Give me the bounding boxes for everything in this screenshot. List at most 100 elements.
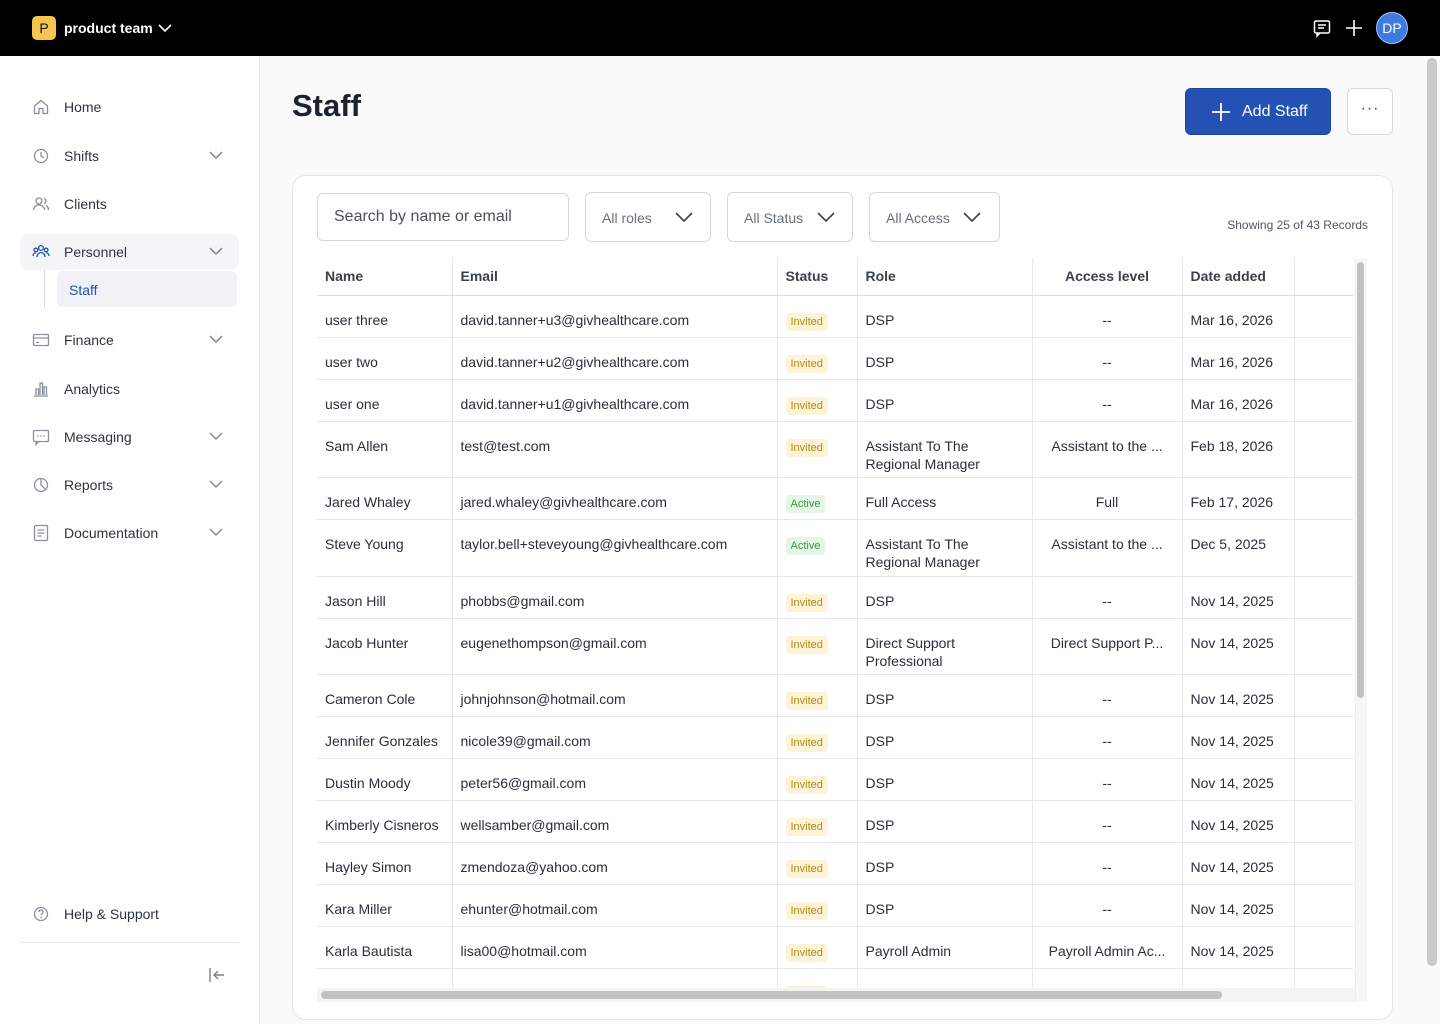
- chevron-down-icon[interactable]: [209, 432, 223, 441]
- chevron-down-icon[interactable]: [209, 528, 223, 537]
- table-row[interactable]: user three david.tanner+u3@givhealthcare.…: [317, 295, 1353, 338]
- table-row[interactable]: Jennifer Gonzales nicole39@gmail.com Invit…: [317, 716, 1353, 759]
- org-logo[interactable]: P: [32, 16, 56, 40]
- avatar[interactable]: DP: [1376, 12, 1408, 44]
- sidebar-item-finance[interactable]: Finance: [20, 322, 239, 358]
- chevron-down-icon[interactable]: [209, 151, 223, 160]
- table-row[interactable]: Kara Miller ehunter@hotmail.com Invited DSP…: [317, 884, 1353, 927]
- sidebar-item-reports[interactable]: Reports: [20, 467, 239, 503]
- sidebar-item-shifts[interactable]: Shifts: [20, 138, 239, 174]
- roles-dropdown[interactable]: All roles: [585, 192, 711, 242]
- cell-date-added: Dec 5, 2025: [1182, 519, 1295, 577]
- sidebar-item-messaging[interactable]: Messaging: [20, 419, 239, 455]
- cell-role: DSP: [857, 842, 1033, 885]
- sidebar-item-home[interactable]: Home: [20, 89, 239, 125]
- sidebar-item-label: Help & Support: [64, 906, 159, 922]
- cell-email: david.tanner+u3@givhealthcare.com: [452, 295, 778, 338]
- cell-actions[interactable]: [1294, 842, 1353, 885]
- cell-date-added: Nov 14, 2025: [1182, 576, 1295, 619]
- table-row[interactable]: Cameron Cole johnjohnson@hotmail.com Invit…: [317, 674, 1353, 717]
- header-status[interactable]: Status: [777, 258, 858, 296]
- sidebar-item-clients[interactable]: Clients: [20, 186, 239, 222]
- cell-access-level: Assistant to the ...: [1032, 519, 1183, 577]
- submenu-line: [44, 270, 45, 308]
- cell-actions[interactable]: [1294, 519, 1353, 577]
- plus-icon: [1212, 103, 1230, 121]
- chevron-down-icon[interactable]: [209, 480, 223, 489]
- table-row[interactable]: Kimberly Cisneros wellsamber@gmail.com Inv…: [317, 800, 1353, 843]
- table-row[interactable]: Dustin Moody peter56@gmail.com Invited DSP -…: [317, 758, 1353, 801]
- plus-icon[interactable]: [1344, 18, 1364, 38]
- header-access-level[interactable]: Access level: [1032, 258, 1183, 296]
- table-row[interactable]: Sam Allen test@test.com Invited Assistant T…: [317, 421, 1353, 478]
- sidebar-item-personnel[interactable]: Personnel: [20, 234, 239, 270]
- cell-role: Payroll Admin: [857, 926, 1033, 969]
- chevron-down-icon[interactable]: [158, 24, 172, 33]
- table-row[interactable]: user one david.tanner+u1@givhealthcare.co…: [317, 379, 1353, 422]
- cell-email: michael69@hotmail.com: [452, 968, 778, 988]
- status-dropdown[interactable]: All Status: [727, 192, 853, 242]
- table-row[interactable]: user two david.tanner+u2@givhealthcare.co…: [317, 337, 1353, 380]
- table-horizontal-scroll-thumb[interactable]: [321, 991, 1222, 999]
- org-name[interactable]: product team: [64, 20, 153, 36]
- header-email[interactable]: Email: [452, 258, 778, 296]
- table-row[interactable]: Hayley Simon zmendoza@yahoo.com Invited DSP…: [317, 842, 1353, 885]
- cell-actions[interactable]: [1294, 477, 1353, 520]
- cell-actions[interactable]: [1294, 379, 1353, 422]
- cell-actions[interactable]: [1294, 716, 1353, 759]
- header-date-added[interactable]: Date added: [1182, 258, 1295, 296]
- cell-actions[interactable]: [1294, 618, 1353, 675]
- sidebar-item-analytics[interactable]: Analytics: [20, 371, 239, 407]
- cell-actions[interactable]: [1294, 337, 1353, 380]
- cell-date-added: Nov 14, 2025: [1182, 716, 1295, 759]
- cell-status: Invited: [777, 337, 858, 380]
- chevron-down-icon[interactable]: [209, 335, 223, 344]
- collapse-sidebar-icon[interactable]: [207, 965, 227, 985]
- page-scroll-thumb[interactable]: [1427, 58, 1437, 966]
- cell-actions[interactable]: [1294, 674, 1353, 717]
- cell-date-added: Nov 14, 2025: [1182, 800, 1295, 843]
- chevron-down-icon[interactable]: [209, 247, 223, 256]
- table-row[interactable]: Jason Hill phobbs@gmail.com Invited DSP -- No…: [317, 576, 1353, 619]
- table-row[interactable]: Jesse Murphymichael69@hotmail.com Invited…: [317, 968, 1353, 988]
- bar-chart-icon: [34, 382, 48, 397]
- table-row[interactable]: Jacob Hunter eugenethompson@gmail.com Invi…: [317, 618, 1353, 675]
- sidebar-subitem-staff[interactable]: Staff: [57, 271, 237, 307]
- cell-actions[interactable]: [1294, 968, 1353, 988]
- cell-actions[interactable]: [1294, 758, 1353, 801]
- status-badge: Invited: [785, 312, 828, 331]
- search-input[interactable]: [317, 193, 569, 241]
- chat-icon[interactable]: [1312, 18, 1332, 38]
- table-row[interactable]: Steve Young taylor.bell+steveyoung@givhea…: [317, 519, 1353, 577]
- cell-actions[interactable]: [1294, 576, 1353, 619]
- cell-name: Jacob Hunter: [317, 618, 453, 675]
- cell-email: peter56@gmail.com: [452, 758, 778, 801]
- header-name[interactable]: Name: [317, 258, 453, 296]
- cell-email: zmendoza@yahoo.com: [452, 842, 778, 885]
- cell-status: Invited: [777, 968, 858, 988]
- more-options-button[interactable]: ···: [1347, 88, 1393, 135]
- table-row[interactable]: Karla Bautista lisa00@hotmail.com Invited P…: [317, 926, 1353, 969]
- cell-actions[interactable]: [1294, 295, 1353, 338]
- chevron-down-icon: [963, 212, 981, 223]
- cell-name: Jennifer Gonzales: [317, 716, 453, 759]
- access-dropdown[interactable]: All Access: [869, 192, 1000, 242]
- cell-actions[interactable]: [1294, 884, 1353, 927]
- cell-actions[interactable]: [1294, 421, 1353, 478]
- cell-role: Assistant To The Regional Manager: [857, 421, 1033, 478]
- table-header-row: Name Email Status Role Access level Date…: [317, 258, 1353, 296]
- cell-access-level: --: [1032, 576, 1183, 619]
- table-vertical-scroll-thumb[interactable]: [1357, 262, 1364, 698]
- sidebar-item-documentation[interactable]: Documentation: [20, 515, 239, 551]
- cell-actions[interactable]: [1294, 926, 1353, 969]
- table-row[interactable]: Jared Whaley jared.whaley@givhealthcare.c…: [317, 477, 1353, 520]
- header-role[interactable]: Role: [857, 258, 1033, 296]
- sidebar-item-help[interactable]: Help & Support: [20, 896, 239, 932]
- cell-access-level: Assistant to the ...: [1032, 421, 1183, 478]
- cell-actions[interactable]: [1294, 800, 1353, 843]
- cell-status: Active: [777, 477, 858, 520]
- add-staff-button[interactable]: Add Staff: [1185, 88, 1331, 135]
- cell-email: lisa00@hotmail.com: [452, 926, 778, 969]
- cell-role: DSP: [857, 576, 1033, 619]
- sidebar-item-label: Shifts: [64, 148, 100, 164]
